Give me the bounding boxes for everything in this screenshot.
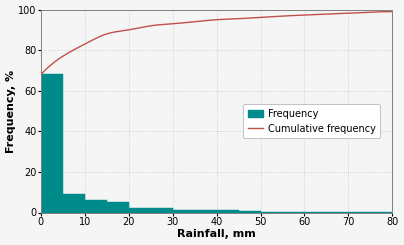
Bar	[41, 74, 63, 212]
Bar	[85, 200, 107, 212]
Bar	[107, 202, 129, 212]
Bar	[195, 210, 217, 212]
Bar	[63, 194, 85, 212]
Bar	[217, 210, 239, 212]
Bar	[173, 210, 195, 212]
Legend: Frequency, Cumulative frequency: Frequency, Cumulative frequency	[243, 104, 381, 138]
Bar	[239, 211, 261, 212]
Bar	[151, 208, 173, 212]
Y-axis label: Frequency, %: Frequency, %	[6, 70, 16, 153]
Bar	[129, 208, 151, 212]
X-axis label: Rainfall, mm: Rainfall, mm	[177, 230, 256, 239]
